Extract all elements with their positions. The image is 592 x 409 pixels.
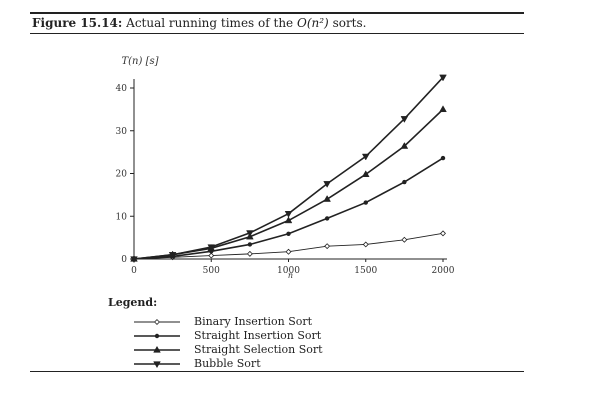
y-axis-label: T(n) [s] xyxy=(121,56,158,67)
legend-swatch xyxy=(134,333,180,339)
data-point-series-4 xyxy=(439,74,447,82)
data-point-series-1 xyxy=(208,252,215,259)
y-tick-label: 0 xyxy=(121,255,127,265)
data-point-series-4 xyxy=(284,211,293,218)
legend-swatch xyxy=(134,345,180,353)
data-point-series-2 xyxy=(402,179,407,185)
y-tick-label: 30 xyxy=(116,127,128,137)
figure-caption: Figure 15.14: Actual running times of th… xyxy=(32,16,366,30)
data-point-series-3 xyxy=(361,170,370,178)
legend-swatch xyxy=(134,319,180,325)
legend: Legend: Binary Insertion Sort Straight In… xyxy=(108,296,323,371)
data-point-series-1 xyxy=(362,241,369,248)
legend-item: Bubble Sort xyxy=(108,357,261,371)
x-axis-label: n xyxy=(288,271,293,280)
legend-swatch-marker xyxy=(154,333,160,339)
series-line-2 xyxy=(133,157,444,260)
data-point-series-2 xyxy=(286,231,291,236)
data-point-series-4 xyxy=(361,153,370,161)
caption-bottom-rule xyxy=(30,33,524,34)
data-point-series-4 xyxy=(207,244,216,252)
y-tick-label: 40 xyxy=(116,84,128,94)
figure-bottom-rule xyxy=(30,371,524,372)
y-tick-label: 10 xyxy=(116,212,128,222)
caption-text-end: sorts. xyxy=(332,16,367,30)
legend-entries: Binary Insertion Sort Straight Insertion … xyxy=(108,315,323,371)
chart-area: T(n) [s] n 0 500 1000 1500 2000 0 10 20 30 40 xyxy=(116,56,455,280)
data-point-series-3 xyxy=(439,105,447,113)
data-point-series-4 xyxy=(168,252,177,259)
legend-item: Straight Selection Sort xyxy=(108,343,323,357)
caption-top-rule xyxy=(30,12,524,14)
data-point-series-1 xyxy=(246,250,253,257)
data-point-series-1 xyxy=(440,230,446,237)
legend-swatch-marker xyxy=(153,361,161,369)
legend-swatch xyxy=(134,361,180,369)
legend-item: Straight Insertion Sort xyxy=(108,329,321,343)
data-point-series-4 xyxy=(323,181,331,188)
data-point-series-4 xyxy=(400,116,409,123)
legend-title: Legend: xyxy=(108,296,158,309)
x-tick-label: 0 xyxy=(131,266,137,276)
legend-swatch-marker xyxy=(153,345,161,353)
legend-swatch-marker xyxy=(154,319,160,325)
series-line-3 xyxy=(133,108,444,260)
data-point-series-2 xyxy=(363,200,368,205)
legend-label: Straight Selection Sort xyxy=(194,343,323,356)
x-tick-label: 1000 xyxy=(277,266,300,276)
figure-label: Figure 15.14: xyxy=(32,16,123,30)
legend-label: Bubble Sort xyxy=(194,357,261,370)
data-point-series-3 xyxy=(323,195,331,202)
data-point-series-1 xyxy=(324,243,331,250)
data-point-series-2 xyxy=(247,242,253,247)
legend-item: Binary Insertion Sort xyxy=(108,315,312,329)
data-point-series-2 xyxy=(440,155,446,161)
caption-math: O(n²) xyxy=(296,16,329,30)
x-tick-label: 1500 xyxy=(354,266,377,276)
data-point-series-4 xyxy=(246,230,254,238)
x-tick-label: 500 xyxy=(203,266,220,276)
data-point-series-3 xyxy=(400,142,409,149)
y-tick-label: 20 xyxy=(116,170,128,180)
data-point-series-1 xyxy=(285,248,292,255)
legend-label: Straight Insertion Sort xyxy=(194,329,322,342)
caption-text: Actual running times of the xyxy=(126,16,294,30)
data-point-series-1 xyxy=(401,236,408,243)
legend-label: Binary Insertion Sort xyxy=(194,315,313,328)
data-point-series-4 xyxy=(130,256,138,264)
x-tick-label: 2000 xyxy=(432,266,455,276)
data-point-series-3 xyxy=(284,216,293,224)
data-point-series-2 xyxy=(324,216,330,221)
